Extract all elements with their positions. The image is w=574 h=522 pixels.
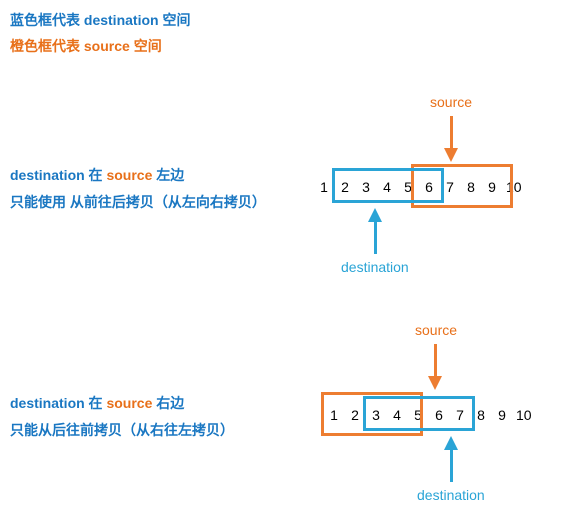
source-label: source: [430, 94, 472, 110]
legend1-post: 空间: [159, 12, 191, 28]
legend-line-2: 橙色框代表 source 空间: [10, 36, 564, 56]
case2-t3: source: [106, 395, 152, 411]
destination-label: destination: [417, 487, 485, 503]
destination-label: destination: [341, 259, 409, 275]
number-cell: 9: [495, 407, 509, 423]
number-cell: 10: [516, 407, 530, 423]
case1-t3: source: [106, 167, 152, 183]
legend1-pre: 蓝色框代表: [10, 12, 84, 28]
case1-section: destination 在 source 左边 只能使用 从前往后拷贝（从左向右…: [10, 94, 564, 284]
destination-box: [363, 396, 475, 431]
case1-diagram: 12345678910sourcedestination: [305, 94, 564, 284]
case1-t2: 在: [85, 167, 107, 183]
case1-t4: 左边: [152, 167, 184, 183]
case2-text: destination 在 source 右边 只能从后往前拷贝（从右往左拷贝）: [10, 390, 305, 443]
destination-box: [332, 168, 444, 203]
number-cell: 1: [317, 179, 331, 195]
number-cell: 8: [474, 407, 488, 423]
case2-line2: 只能从后往前拷贝（从右往左拷贝）: [10, 417, 305, 444]
case2-section: destination 在 source 右边 只能从后往前拷贝（从右往左拷贝）…: [10, 322, 564, 512]
case2-t4: 右边: [152, 395, 184, 411]
legend-line-1: 蓝色框代表 destination 空间: [10, 10, 564, 30]
legend2-kw: source: [84, 38, 130, 54]
case1-text: destination 在 source 左边 只能使用 从前往后拷贝（从左向右…: [10, 162, 305, 215]
legend1-kw: destination: [84, 12, 159, 28]
legend2-pre: 橙色框代表: [10, 38, 84, 54]
case2-t2: 在: [85, 395, 107, 411]
legend2-post: 空间: [130, 38, 162, 54]
case1-t1: destination: [10, 167, 85, 183]
case1-line2: 只能使用 从前往后拷贝（从左向右拷贝）: [10, 189, 305, 216]
case2-diagram: 12345678910sourcedestination: [305, 322, 564, 512]
case2-t1: destination: [10, 395, 85, 411]
source-label: source: [415, 322, 457, 338]
